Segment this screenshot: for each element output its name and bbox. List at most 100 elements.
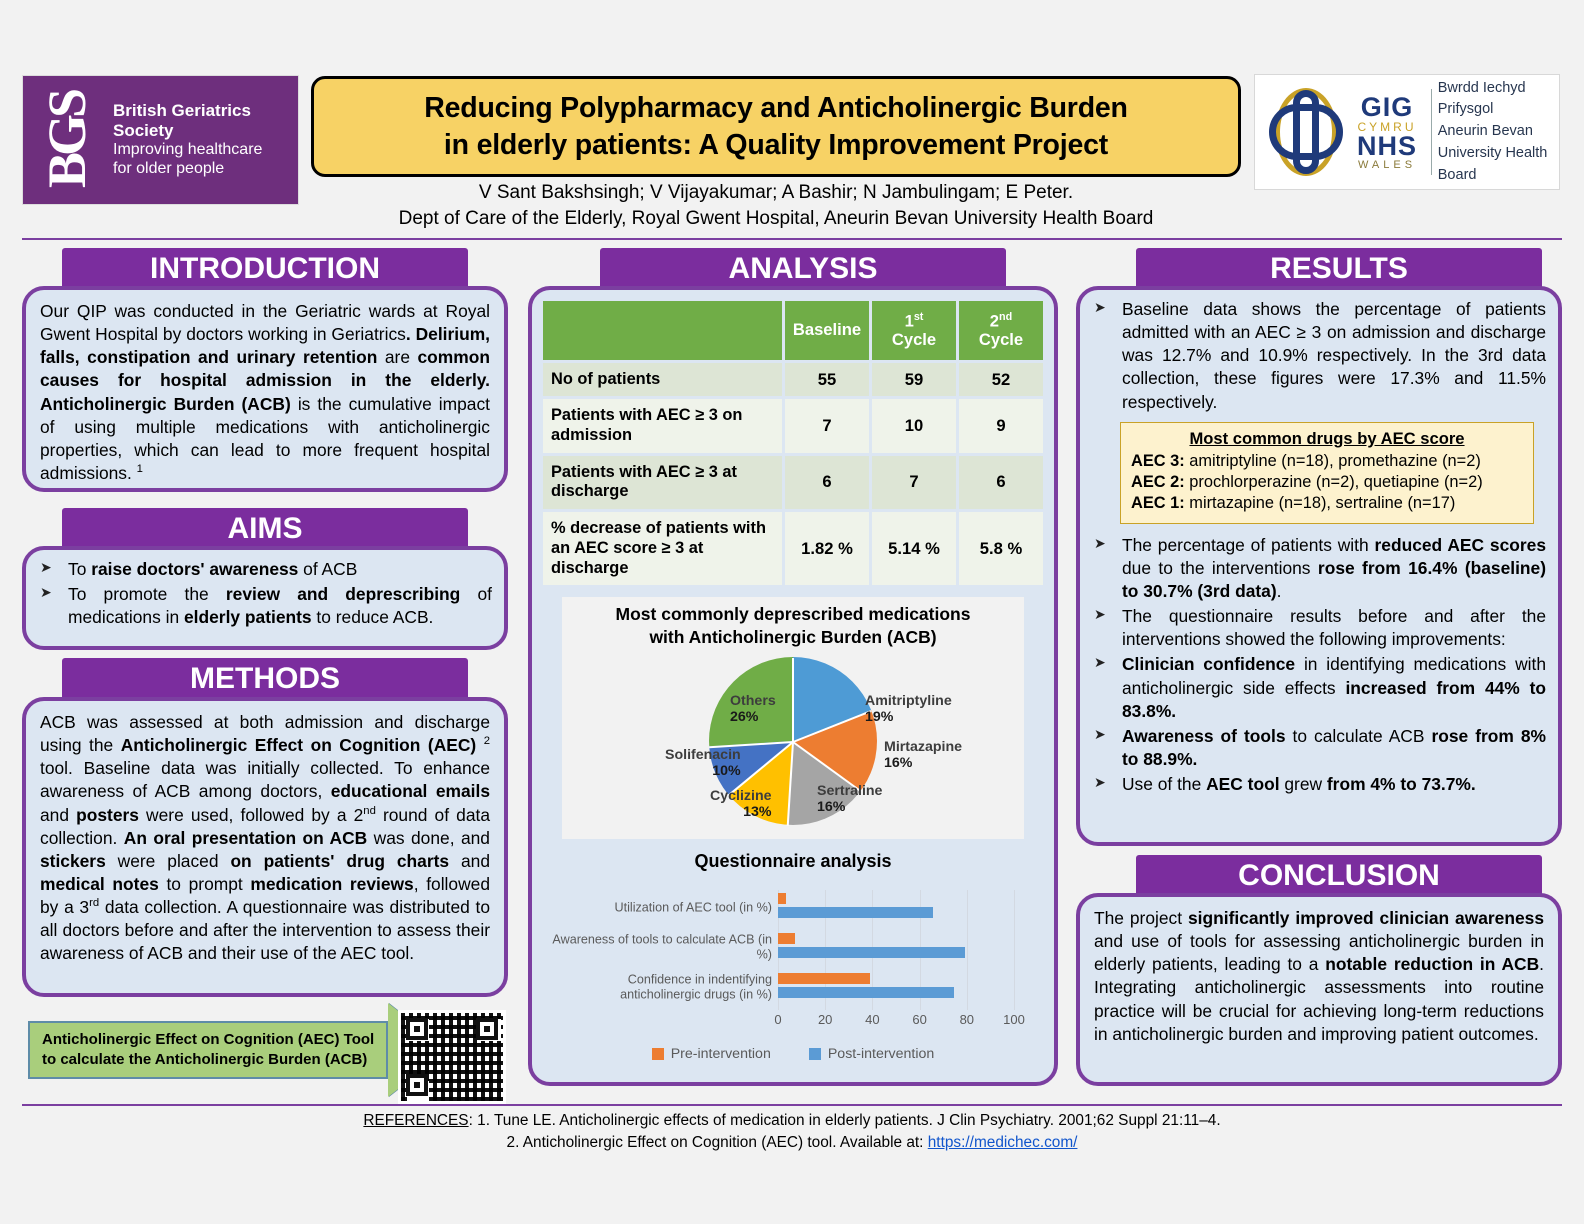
table-cell-value: 5.14 %: [872, 512, 956, 586]
table-cell-value: 7: [785, 399, 869, 453]
reference-2-text: 2. Anticholinergic Effect on Cognition (…: [506, 1134, 928, 1152]
table-cell-label: No of patients: [543, 362, 782, 397]
results-list-top: Baseline data shows the percentage of pa…: [1092, 298, 1546, 414]
legend-label: Pre-intervention: [670, 1045, 771, 1062]
nhs-wordmark: GIG CYMRU NHS WALES: [1349, 93, 1425, 171]
results-list-bottom: The percentage of patients with reduced …: [1092, 534, 1546, 797]
reference-line-1: REFERENCES: 1. Tune LE. Anticholinergic …: [22, 1110, 1562, 1132]
table-cell-label: Patients with AEC ≥ 3 on admission: [543, 399, 782, 453]
table-cell-value: 1.82 %: [785, 512, 869, 586]
section-header-conclusion: CONCLUSION: [1136, 855, 1542, 899]
medichec-link[interactable]: https://medichec.com/: [927, 1134, 1078, 1152]
aims-title-text: AIMS: [227, 512, 303, 545]
pie-label-amitriptyline: Amitriptyline 19%: [865, 692, 952, 726]
bar-group: Awareness of tools to calculate ACB (in …: [544, 930, 1014, 966]
nhs-divider: [1431, 89, 1432, 175]
section-header-introduction: INTRODUCTION: [62, 248, 468, 292]
bar-category-label: Confidence in indentifying anticholinerg…: [620, 972, 772, 1002]
bgs-logo-text: British Geriatrics Society Improving hea…: [111, 101, 298, 179]
table-cell-value: 6: [959, 455, 1043, 510]
list-item: The percentage of patients with reduced …: [1092, 534, 1546, 603]
pie-chart-title-line-2: with Anticholinergic Burden (ACB): [649, 626, 937, 647]
references-block: REFERENCES: 1. Tune LE. Anticholinergic …: [22, 1110, 1562, 1155]
bar-group: Utilization of AEC tool (in %): [544, 890, 1014, 926]
poster-title-box: Reducing Polypharmacy and Anticholinergi…: [311, 76, 1241, 177]
reference-line-2: 2. Anticholinergic Effect on Cognition (…: [22, 1132, 1562, 1154]
table-header-cycle-1: 1st Cycle: [872, 301, 956, 360]
health-board-line-1: Bwrdd Iechyd Prifysgol: [1437, 79, 1526, 118]
x-axis-tick-label: 100: [1003, 1011, 1025, 1027]
nhs-wales-logo: GIG CYMRU NHS WALES Bwrdd Iechyd Prifysg…: [1254, 74, 1560, 190]
gridline: [1014, 889, 1015, 1010]
analysis-title-text: ANALYSIS: [728, 252, 878, 285]
aec-callout-line-2: to calculate the Anticholinergic Burden …: [42, 1051, 368, 1068]
x-axis-tick-label: 40: [865, 1011, 880, 1027]
list-item: The questionnaire results before and aft…: [1092, 605, 1546, 651]
table-row: % decrease of patients with an AEC score…: [543, 512, 1043, 586]
aec-callout-text: Anticholinergic Effect on Cognition (AEC…: [42, 1030, 374, 1070]
legend-item: Post-intervention: [808, 1045, 935, 1062]
section-header-methods: METHODS: [62, 658, 468, 702]
bgs-monogram-text: BGS: [37, 91, 97, 189]
bar-chart-x-axis: 0 20 40 60 80 100: [774, 1011, 1024, 1028]
bar-post-intervention: [778, 946, 965, 958]
list-item: Baseline data shows the percentage of pa…: [1092, 298, 1546, 414]
table-cell-value: 6: [785, 455, 869, 510]
aec-callout-line-1: Anticholinergic Effect on Cognition (AEC…: [42, 1030, 375, 1048]
pie-chart-title-line-1: Most commonly deprescribed medications: [615, 604, 971, 625]
bgs-tagline-2: for older people: [113, 160, 225, 178]
common-drugs-lines: AEC 3: amitriptyline (n=18), promethazin…: [1131, 451, 1523, 515]
table-cell-value: 5.8 %: [959, 512, 1043, 586]
conclusion-title-text: CONCLUSION: [1238, 859, 1440, 892]
pie-slice-divider: [786, 741, 794, 826]
pie-chart-graphic: [709, 656, 877, 826]
aec-tool-callout: Anticholinergic Effect on Cognition (AEC…: [28, 1021, 388, 1079]
qr-finder-bottom-left-icon: [406, 1074, 428, 1096]
nhs-wales-text: WALES: [1357, 158, 1417, 171]
bar-chart-title: Questionnaire analysis: [694, 850, 892, 871]
table-cell-value: 10: [872, 399, 956, 453]
pie-slice-divider: [792, 657, 794, 742]
gridline: [966, 889, 968, 1010]
pie-label-sertraline: Sertraline 16%: [817, 782, 883, 816]
x-axis-tick-label: 60: [912, 1011, 927, 1027]
table-row: Patients with AEC ≥ 3 on admission 7 10 9: [543, 399, 1043, 453]
x-axis-tick-label: 80: [959, 1011, 975, 1027]
table-cell-value: 55: [785, 362, 869, 397]
qr-code[interactable]: [398, 1010, 506, 1104]
aims-list: To raise doctors' awareness of ACBTo pro…: [38, 558, 492, 629]
section-methods: ACB was assessed at both admission and d…: [22, 697, 508, 997]
section-header-results: RESULTS: [1136, 248, 1542, 292]
list-item: Use of the AEC tool grew from 4% to 73.7…: [1092, 773, 1546, 796]
introduction-title-text: INTRODUCTION: [150, 252, 380, 285]
pie-label-others: Others 26%: [730, 692, 776, 726]
pie-label-solifenacin: Solifenacin 10%: [665, 746, 741, 780]
bar-chart-legend: Pre-intervention Post-intervention: [540, 1046, 1046, 1062]
conclusion-text: The project significantly improved clini…: [1094, 908, 1544, 1044]
methods-text: ACB was assessed at both admission and d…: [40, 712, 491, 964]
bgs-tagline-1: Improving healthcare: [113, 141, 263, 159]
methods-title-text: METHODS: [190, 662, 340, 695]
bar-category-label: Utilization of AEC tool (in %): [614, 900, 772, 915]
references-label: REFERENCES: [363, 1112, 469, 1129]
bgs-logo: BGS British Geriatrics Society Improving…: [22, 75, 299, 205]
table-cell-label: % decrease of patients with an AEC score…: [543, 512, 782, 586]
reference-1-text: : 1. Tune LE. Anticholinergic effects of…: [468, 1112, 1221, 1129]
table-header-baseline: Baseline: [785, 301, 869, 360]
section-aims: To raise doctors' awareness of ACBTo pro…: [22, 546, 508, 650]
table-header-row: Baseline 1st Cycle 2nd Cycle: [543, 301, 1043, 360]
qr-finder-top-right-icon: [476, 1018, 498, 1040]
bar-group: Confidence in indentifying anticholinerg…: [544, 970, 1014, 1006]
legend-label: Post-intervention: [827, 1045, 935, 1062]
pie-label-cyclizine: Cyclizine 13%: [710, 787, 772, 821]
bar-post-intervention: [778, 906, 933, 918]
legend-swatch-icon: [808, 1047, 821, 1060]
pie-chart-panel: Most commonly deprescribed medications w…: [562, 597, 1024, 839]
table-cell-label: Patients with AEC ≥ 3 at discharge: [543, 455, 782, 510]
bgs-society-name: British Geriatrics Society: [113, 101, 251, 141]
nhs-nhs-text: NHS: [1357, 130, 1418, 161]
bar-chart-area: Utilization of AEC tool (in %) Awareness …: [544, 884, 1040, 1044]
bar-category-label: Awareness of tools to calculate ACB (in …: [552, 932, 772, 962]
celtic-knot-icon: [1263, 82, 1349, 182]
